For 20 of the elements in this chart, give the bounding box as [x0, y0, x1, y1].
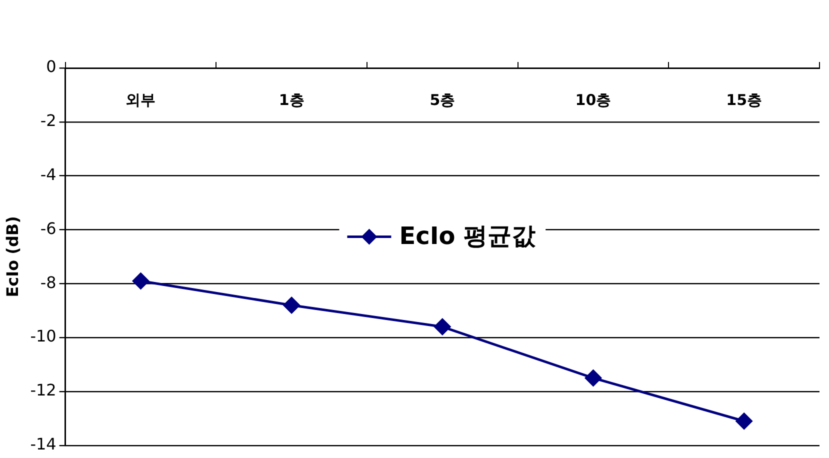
x-tick-label: 외부	[126, 90, 156, 109]
y-tick-label: -10	[30, 326, 56, 346]
x-tick-label: 10층	[575, 90, 612, 109]
y-tick-label: -8	[40, 272, 56, 292]
y-axis-title: EcIo (dB)	[2, 216, 22, 298]
y-tick-label: -2	[40, 111, 56, 130]
x-tick-label: 15층	[726, 90, 762, 109]
point	[736, 412, 752, 430]
y-tick-label: -12	[30, 380, 56, 400]
point	[132, 272, 149, 290]
y-tick-label: -4	[40, 164, 56, 184]
y-tick-label: -6	[40, 218, 56, 238]
y-tick-label: 0	[46, 57, 56, 76]
y-tick-label: -14	[30, 434, 56, 454]
point	[585, 370, 602, 386]
x-tick-label: 1층	[278, 90, 304, 109]
point	[434, 318, 451, 336]
legend-label: EcIo 평균값	[399, 222, 536, 250]
x-tick-label: 5층	[430, 90, 456, 109]
point	[283, 296, 300, 314]
